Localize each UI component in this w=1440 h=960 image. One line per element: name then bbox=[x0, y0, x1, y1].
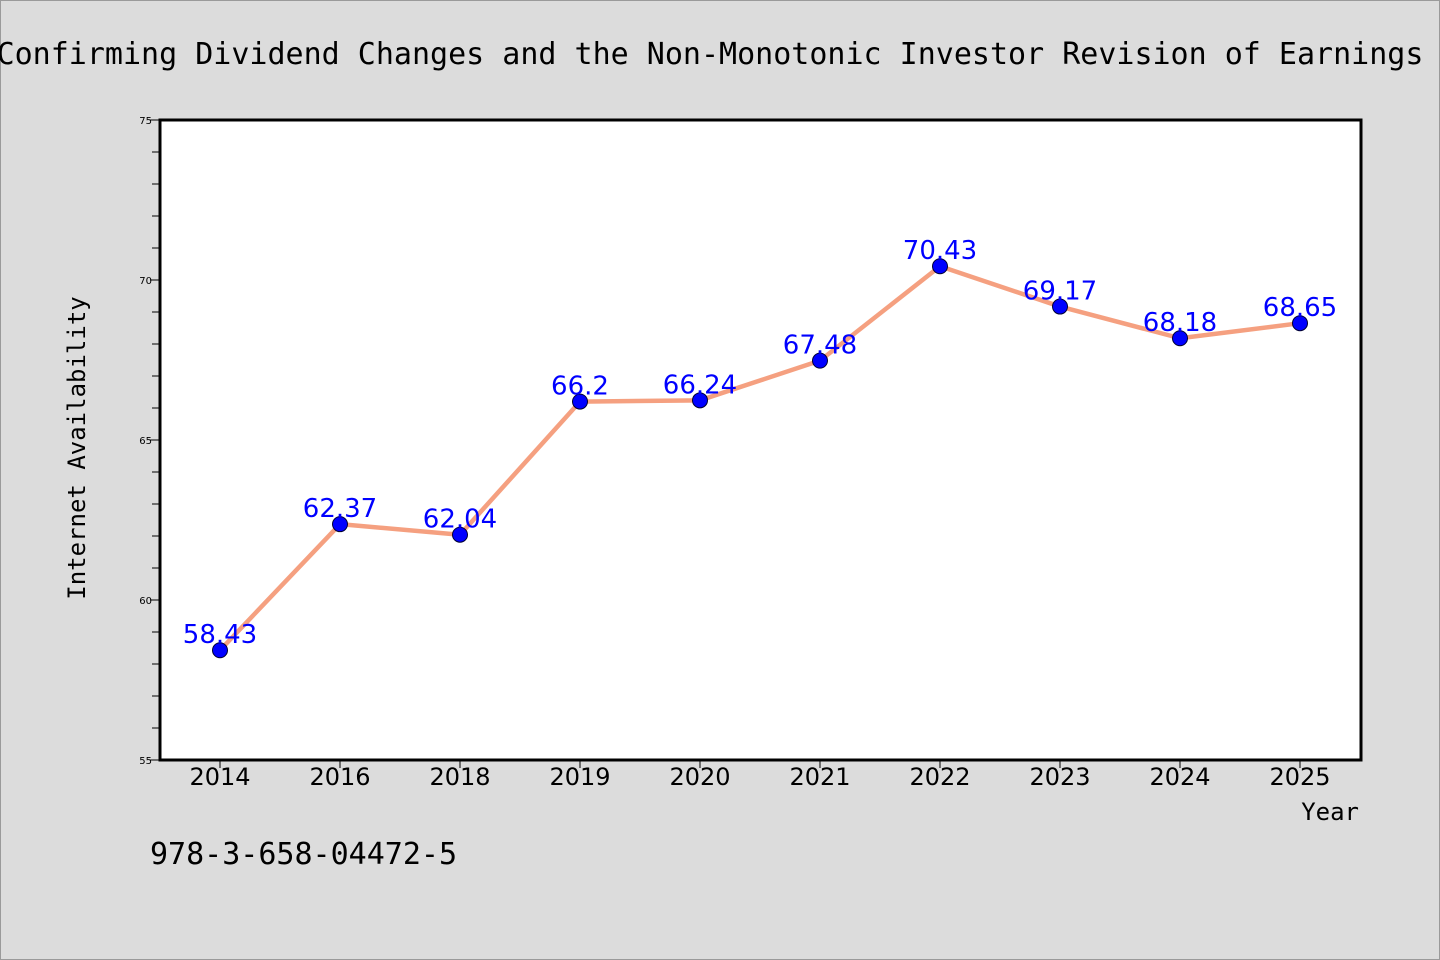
chart-title: Confirming Dividend Changes and the Non-… bbox=[0, 37, 1423, 72]
data-point bbox=[332, 516, 348, 533]
data-point bbox=[1172, 330, 1188, 347]
series-markers-group bbox=[212, 258, 1308, 659]
x-tick-label: 2018 bbox=[429, 763, 490, 791]
data-label: 67.48 bbox=[783, 331, 857, 361]
data-point bbox=[812, 352, 828, 369]
y-tick-label: 55 bbox=[139, 756, 152, 767]
y-axis: 55 60 65 70 75 bbox=[139, 116, 160, 767]
x-tick-label: 2024 bbox=[1149, 763, 1210, 791]
x-tick-label: 2022 bbox=[909, 763, 970, 791]
data-label: 62.37 bbox=[303, 494, 377, 524]
x-tick-label: 2020 bbox=[669, 763, 730, 791]
data-point bbox=[692, 392, 708, 409]
data-label: 68.18 bbox=[1143, 308, 1217, 338]
x-tick-label: 2021 bbox=[789, 763, 850, 791]
y-tick-label: 60 bbox=[139, 596, 152, 607]
x-tick-label: 2025 bbox=[1269, 763, 1330, 791]
data-point bbox=[932, 258, 948, 275]
y-tick-label: 75 bbox=[139, 116, 152, 127]
data-label: 66.24 bbox=[663, 370, 737, 400]
data-label: 69.17 bbox=[1023, 277, 1097, 307]
data-point bbox=[212, 642, 228, 659]
x-tick-label: 2014 bbox=[189, 763, 250, 791]
data-label: 68.65 bbox=[1263, 293, 1337, 323]
x-tick-label: 2023 bbox=[1029, 763, 1090, 791]
data-label: 58.43 bbox=[183, 620, 257, 650]
y-tick-label: 70 bbox=[139, 276, 152, 287]
x-axis-title: Year bbox=[1301, 798, 1359, 826]
data-point bbox=[1292, 315, 1308, 332]
data-point bbox=[572, 393, 588, 410]
x-axis: 2014 2016 2018 2019 2020 2021 2022 2023 2024 2025 bbox=[189, 760, 1331, 791]
y-tick-label: 65 bbox=[139, 436, 152, 447]
x-tick-label: 2016 bbox=[309, 763, 370, 791]
plot-area bbox=[158, 118, 1363, 762]
data-label: 62.04 bbox=[423, 505, 497, 535]
data-label: 66.2 bbox=[551, 372, 609, 402]
footnote-isbn: 978-3-658-04472-5 bbox=[150, 837, 457, 872]
data-point bbox=[1052, 298, 1068, 315]
data-labels-group: 58.43 62.37 62.04 66.2 66.24 67.48 70.43 69.17 6… bbox=[183, 236, 1337, 650]
x-tick-label: 2019 bbox=[549, 763, 610, 791]
series-line-group bbox=[217, 263, 1303, 653]
y-axis-title: Internet Availability bbox=[63, 296, 91, 599]
series-line bbox=[217, 263, 1303, 653]
data-point bbox=[452, 526, 468, 543]
data-label: 70.43 bbox=[903, 236, 977, 266]
